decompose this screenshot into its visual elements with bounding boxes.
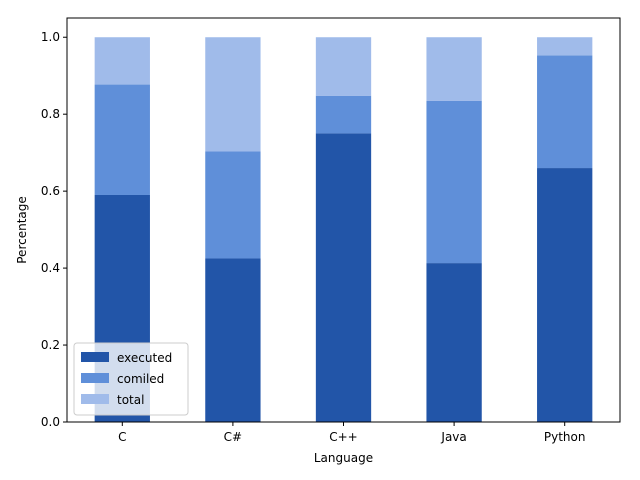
y-tick-label: 0.4 bbox=[41, 261, 60, 275]
x-tick-label: Python bbox=[544, 430, 586, 444]
legend: executed comiled total bbox=[73, 342, 189, 416]
bar-executed-Java bbox=[426, 263, 482, 422]
axes-group: 0.0 0.2 0.4 0.6 0.8 1.0 C C# C++ Java Python bbox=[41, 17, 621, 444]
bar-total-Python bbox=[537, 37, 593, 56]
y-tick-label: 0.0 bbox=[41, 415, 60, 429]
x-axis-label: Language bbox=[314, 451, 373, 465]
bar-comiled-C++ bbox=[315, 95, 372, 134]
legend-label-comiled: comiled bbox=[117, 372, 164, 386]
bar-comiled-C# bbox=[205, 151, 261, 259]
bar-executed-Python bbox=[537, 168, 593, 422]
y-tick-label: 0.8 bbox=[41, 107, 60, 121]
x-tick-label: Java bbox=[440, 430, 466, 444]
bar-comiled-C bbox=[94, 84, 150, 195]
bar-executed-C# bbox=[205, 258, 261, 422]
bar-total-C++ bbox=[315, 37, 372, 96]
legend-label-executed: executed bbox=[117, 351, 172, 365]
bar-total-C bbox=[94, 37, 150, 85]
x-tick-label: C# bbox=[224, 430, 242, 444]
legend-swatch-comiled bbox=[81, 373, 109, 383]
legend-label-total: total bbox=[117, 393, 144, 407]
y-tick-label: 0.2 bbox=[41, 338, 60, 352]
bar-total-C# bbox=[205, 37, 261, 152]
bar-executed-C++ bbox=[315, 133, 372, 422]
bar-comiled-Python bbox=[537, 55, 593, 169]
bar-comiled-Java bbox=[426, 100, 482, 264]
x-tick-label: C bbox=[118, 430, 126, 444]
legend-swatch-executed bbox=[81, 352, 109, 362]
x-tick-label: C++ bbox=[329, 430, 358, 444]
y-axis-label: Percentage bbox=[15, 196, 29, 264]
bars-group bbox=[94, 37, 593, 422]
y-tick-label: 0.6 bbox=[41, 184, 60, 198]
bar-total-Java bbox=[426, 37, 482, 101]
y-tick-label: 1.0 bbox=[41, 30, 60, 44]
legend-swatch-total bbox=[81, 394, 109, 404]
